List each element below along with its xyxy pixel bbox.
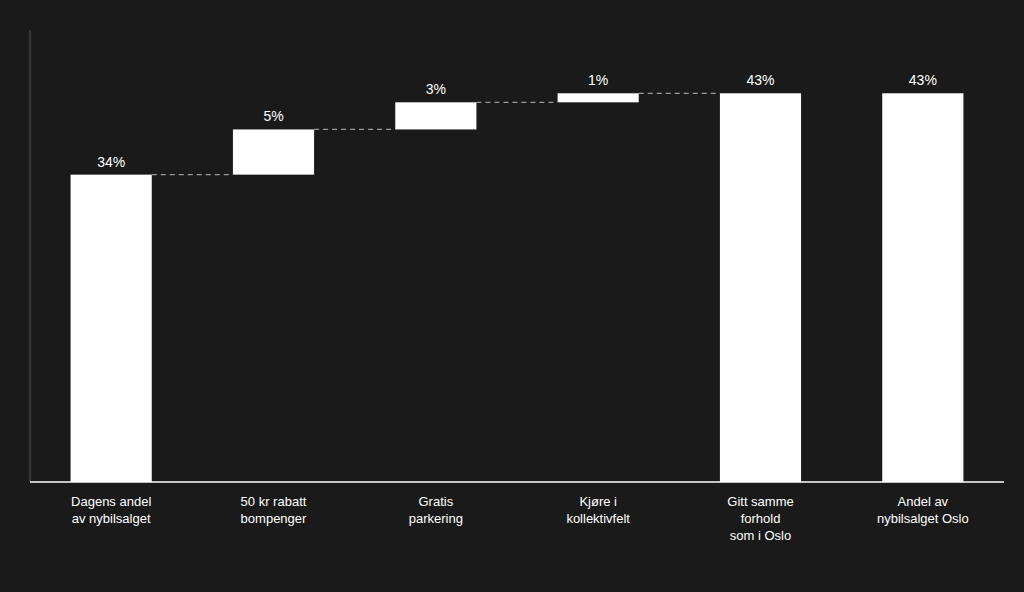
bar [233, 129, 314, 174]
data-label: 3% [426, 81, 446, 97]
chart-container: 34% 5% 3% 1% 43% 43% Dagens andelav nybilsalge… [0, 0, 1024, 592]
connector [639, 93, 720, 94]
y-axis-line [30, 30, 31, 482]
x-tick-label: Dagens andelav nybilsalget [71, 494, 151, 526]
background [0, 0, 1024, 592]
bar [720, 93, 801, 482]
connector [314, 129, 395, 130]
x-tick-label: Gratisparkering [409, 494, 463, 526]
chart: 34% 5% 3% 1% 43% 43% Dagens andelav nybilsalge… [0, 0, 1024, 592]
connector [152, 174, 233, 175]
x-tick-label: 50 kr rabattbompenger [241, 494, 307, 526]
bar [71, 175, 152, 482]
x-axis-line [30, 481, 1004, 483]
x-tick-label: Kjøre ikollektivfelt [566, 494, 630, 526]
data-label: 5% [263, 108, 283, 124]
plot-area [71, 93, 964, 482]
x-tick-label: Gitt sammeforholdsom i Oslo [727, 494, 793, 543]
bar [882, 93, 963, 482]
bar [395, 102, 476, 129]
data-label: 43% [909, 72, 937, 88]
bar [558, 93, 639, 102]
connector [476, 102, 557, 103]
data-label: 1% [588, 72, 608, 88]
data-label: 43% [746, 72, 774, 88]
data-label: 34% [97, 154, 125, 170]
x-tick-label: Andel avnybilsalget Oslo [877, 494, 969, 526]
